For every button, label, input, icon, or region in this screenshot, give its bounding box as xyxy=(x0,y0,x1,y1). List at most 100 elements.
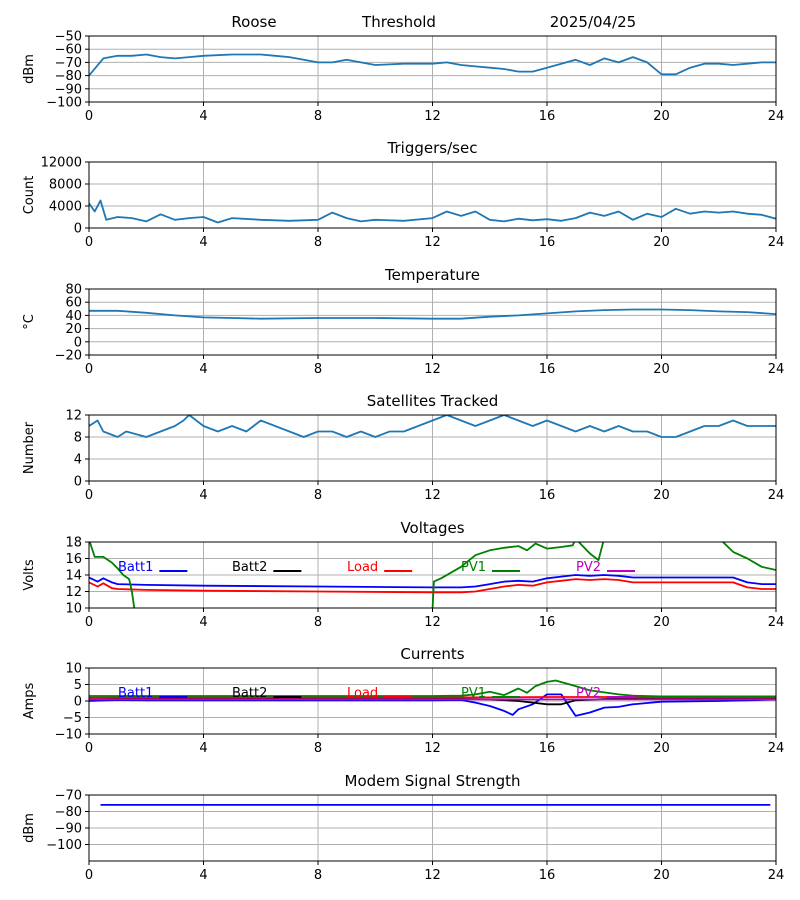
legend-label: Batt1 xyxy=(118,560,153,575)
panel-0: dBm 0 4 8 12 16 20 24 −100−90−80−70−60−50 xyxy=(22,30,784,125)
y-tick-label: −70 xyxy=(55,56,82,71)
y-tick-label: −80 xyxy=(55,805,82,820)
x-tick-label: 20 xyxy=(653,235,670,250)
y-tick-label: 0 xyxy=(74,335,82,350)
series-line-0 xyxy=(89,415,776,438)
legend-label: PV1 xyxy=(461,560,486,575)
series-group xyxy=(89,199,776,224)
x-tick-label: 12 xyxy=(424,362,441,377)
x-tick-label: 4 xyxy=(199,615,207,630)
legend-label: Batt2 xyxy=(232,686,267,701)
x-tick-label: 20 xyxy=(653,109,670,124)
y-axis-label: Number xyxy=(22,421,37,474)
x-tick-label: 4 xyxy=(199,868,207,883)
y-tick-label: 20 xyxy=(65,322,82,337)
header-site: Roose xyxy=(231,13,276,31)
legend-label: PV2 xyxy=(576,686,601,701)
x-tick-label: 0 xyxy=(85,741,93,756)
panel-title: Modem Signal Strength xyxy=(345,772,521,790)
y-tick-label: 12 xyxy=(65,409,82,424)
y-tick-label: −90 xyxy=(55,822,82,837)
legend-label: Load xyxy=(347,560,378,575)
y-tick-label: 10 xyxy=(65,662,82,677)
y-tick-label: 8000 xyxy=(49,178,82,193)
y-tick-label: 14 xyxy=(65,569,82,584)
panel-3: Satellites Tracked Number 0 4 8 12 16 20 24 0 4 8 12 xyxy=(22,392,784,503)
x-tick-label: 8 xyxy=(314,235,322,250)
y-tick-label: −5 xyxy=(63,711,82,726)
grid-lines xyxy=(88,35,777,103)
series-group xyxy=(89,679,776,717)
x-tick-label: 20 xyxy=(653,615,670,630)
x-tick-label: 4 xyxy=(199,362,207,377)
y-tick-label: 18 xyxy=(65,536,82,551)
y-tick-label: −100 xyxy=(46,838,82,853)
legend-label: PV2 xyxy=(576,560,601,575)
series-group xyxy=(89,415,776,438)
y-tick-label: 0 xyxy=(74,695,82,710)
panel-1: Triggers/sec Count 0 4 8 12 16 20 24 0 4000 8000 120… xyxy=(22,139,784,250)
series-group xyxy=(89,308,776,320)
x-tick-label: 0 xyxy=(85,868,93,883)
panel-title: Voltages xyxy=(400,519,464,537)
grid-lines xyxy=(88,414,777,482)
x-tick-label: 0 xyxy=(85,362,93,377)
x-tick-label: 0 xyxy=(85,615,93,630)
x-tick-label: 8 xyxy=(314,868,322,883)
y-tick-label: 5 xyxy=(74,678,82,693)
x-tick-label: 24 xyxy=(768,868,785,883)
x-tick-label: 8 xyxy=(314,488,322,503)
y-tick-label: 12 xyxy=(65,585,82,600)
series-line-load xyxy=(89,578,776,594)
x-tick-label: 20 xyxy=(653,362,670,377)
series-group xyxy=(89,53,776,77)
panel-5: Currents Amps Batt1 Batt2 Load PV1 PV2 0 4 8 12 16 2… xyxy=(22,645,784,756)
y-tick-label: 0 xyxy=(74,222,82,237)
y-tick-label: 4000 xyxy=(49,200,82,215)
x-tick-label: 24 xyxy=(768,615,785,630)
y-axis-label: Count xyxy=(22,176,37,215)
legend-label: Load xyxy=(347,686,378,701)
x-tick-label: 16 xyxy=(539,362,556,377)
y-tick-label: 16 xyxy=(65,552,82,567)
x-tick-label: 16 xyxy=(539,109,556,124)
header-mode: Threshold xyxy=(361,13,436,31)
x-tick-label: 8 xyxy=(314,615,322,630)
legend-label: PV1 xyxy=(461,686,486,701)
x-tick-label: 20 xyxy=(653,741,670,756)
y-tick-label: 60 xyxy=(65,296,82,311)
x-tick-label: 12 xyxy=(424,615,441,630)
y-tick-label: −10 xyxy=(55,728,82,743)
y-tick-label: −80 xyxy=(55,69,82,84)
series-line-0 xyxy=(89,53,776,77)
series-line-0 xyxy=(89,308,776,320)
x-tick-label: 12 xyxy=(424,488,441,503)
y-tick-label: 0 xyxy=(74,475,82,490)
x-tick-label: 0 xyxy=(85,109,93,124)
y-axis-label: °C xyxy=(22,314,37,330)
x-tick-label: 12 xyxy=(424,109,441,124)
x-tick-label: 0 xyxy=(85,235,93,250)
x-tick-label: 4 xyxy=(199,741,207,756)
y-axis-label: dBm xyxy=(22,54,37,84)
y-tick-label: −60 xyxy=(55,43,82,58)
y-axis-label: dBm xyxy=(22,813,37,843)
x-tick-label: 16 xyxy=(539,488,556,503)
y-tick-label: 80 xyxy=(65,283,82,298)
series-group xyxy=(89,542,776,608)
x-tick-label: 20 xyxy=(653,868,670,883)
y-tick-label: −20 xyxy=(55,349,82,364)
y-tick-label: 8 xyxy=(74,431,82,446)
x-tick-label: 8 xyxy=(314,362,322,377)
panel-title: Triggers/sec xyxy=(387,139,478,157)
x-tick-label: 16 xyxy=(539,235,556,250)
y-tick-label: −70 xyxy=(55,789,82,804)
x-tick-label: 4 xyxy=(199,488,207,503)
series-line-batt1 xyxy=(89,574,776,589)
panel-title: Currents xyxy=(400,645,464,663)
y-tick-label: 40 xyxy=(65,309,82,324)
